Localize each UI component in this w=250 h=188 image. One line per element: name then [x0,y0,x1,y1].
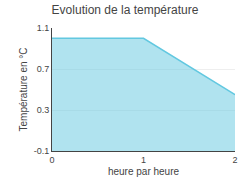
svg-text:0.3: 0.3 [37,105,50,115]
svg-text:2: 2 [232,155,237,165]
svg-text:heure par heure: heure par heure [108,166,180,177]
svg-text:0.7: 0.7 [37,64,50,74]
svg-text:Evolution de la température: Evolution de la température [52,3,199,17]
svg-text:Température en °C: Température en °C [18,47,29,131]
svg-text:-0.1: -0.1 [34,146,50,156]
svg-text:0: 0 [49,155,54,165]
svg-text:1.1: 1.1 [37,23,50,33]
svg-text:1: 1 [141,155,146,165]
